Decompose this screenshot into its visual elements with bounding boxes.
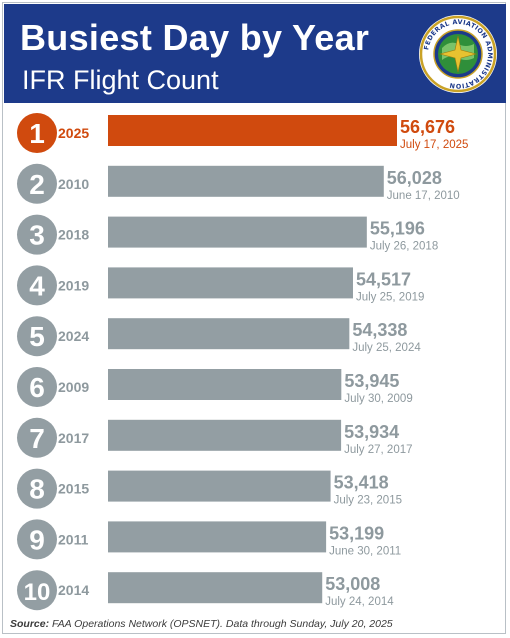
bar [108,115,397,146]
date-label: July 17, 2025 [400,139,468,151]
rank-badge [17,265,57,306]
value-label: 56,028 [387,168,442,188]
bar [108,216,367,248]
date-label: July 30, 2009 [344,393,412,405]
value-label: 53,934 [344,422,399,442]
bar [108,572,323,604]
faa-seal-logo: FEDERAL AVIATION ADMINISTRATION [419,15,497,93]
value-label: 56,676 [400,117,455,137]
year-label: 2011 [58,531,89,547]
bar [108,267,353,299]
value-label: 54,517 [356,269,411,289]
year-label: 2024 [58,328,89,344]
date-label: July 25, 2024 [352,342,421,354]
year-label: 2015 [58,481,89,497]
value-label: 55,196 [370,219,425,239]
rank-number: 5 [29,321,45,352]
rank-number: 10 [24,579,51,606]
source-text: FAA Operations Network (OPSNET). Data th… [52,618,393,630]
date-label: July 25, 2019 [356,291,424,303]
rank-badge [17,367,57,407]
date-label: July 24, 2014 [325,596,394,608]
rank-badge [17,570,57,611]
year-label: 2009 [58,379,89,395]
value-label: 53,008 [325,574,380,594]
value-label: 53,945 [344,371,399,391]
date-label: June 30, 2011 [329,545,401,557]
rank-number: 8 [29,474,45,505]
date-label: July 27, 2017 [344,444,412,456]
source-label: Source: [10,618,50,630]
bar [108,521,327,553]
year-label: 2025 [58,125,89,141]
bar [108,369,342,400]
rank-badge [17,214,57,255]
bar [108,470,331,502]
rank-badge [17,316,57,357]
year-label: 2019 [58,277,89,293]
year-label: 2010 [58,176,89,192]
value-label: 53,418 [334,473,389,493]
rank-badge [17,417,57,458]
rank-number: 7 [29,423,45,454]
year-label: 2017 [58,430,89,446]
value-label: 54,338 [352,320,407,340]
date-label: July 26, 2018 [370,241,438,253]
value-label: 53,199 [329,523,384,543]
rank-number: 9 [29,524,45,555]
rank-number: 3 [29,220,45,251]
rank-number: 6 [29,372,45,403]
date-label: June 17, 2010 [387,190,460,202]
rank-badge [17,519,57,560]
source-note: Source: FAA Operations Network (OPSNET).… [10,618,393,630]
date-label: July 23, 2015 [334,495,402,507]
rank-badge [17,468,57,509]
chart-subtitle: IFR Flight Count [22,65,219,95]
year-label: 2014 [58,582,89,598]
rank-number: 1 [29,118,45,149]
rank-number: 2 [29,169,45,200]
bar [108,318,350,350]
bar [108,165,384,197]
rank-badge [17,163,57,204]
rank-badge [17,113,57,153]
bar [108,419,342,451]
rank-number: 4 [29,270,45,301]
chart-title: Busiest Day by Year [20,17,370,58]
header-banner: Busiest Day by Year IFR Flight Count FED… [4,4,506,103]
year-label: 2018 [58,227,89,243]
